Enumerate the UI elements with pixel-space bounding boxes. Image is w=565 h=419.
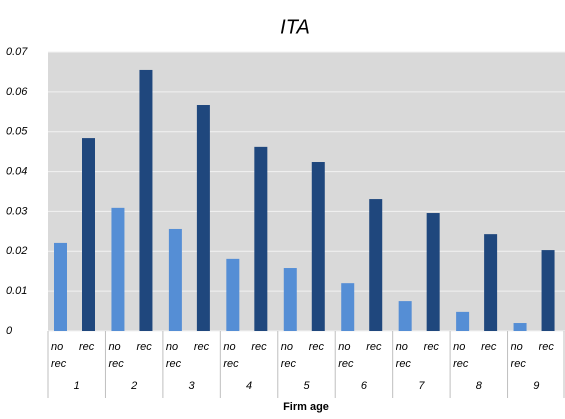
bar-sub-label: rec: [308, 341, 325, 353]
x-tick-label: 5: [303, 380, 310, 392]
sub-label-text: rec: [79, 341, 95, 353]
sub-label-text: rec: [193, 341, 210, 353]
sub-label-text: no rec: [280, 341, 297, 370]
bar: [168, 228, 182, 331]
y-tick-label: 0: [6, 325, 13, 337]
chart-title: ITA: [280, 16, 310, 38]
x-tick-label: 2: [130, 380, 137, 392]
x-tick-label: 7: [418, 380, 425, 392]
bar: [426, 213, 440, 331]
bar: [369, 199, 383, 331]
x-tick-label: 3: [189, 380, 196, 392]
sub-label-text: no rec: [510, 341, 526, 370]
sub-label-text: rec: [423, 341, 439, 353]
bar-sub-label: rec: [136, 341, 152, 353]
x-tick-label: 9: [533, 380, 539, 392]
y-tick-label: 0.02: [6, 245, 27, 257]
bar-sub-label: no rec: [338, 341, 354, 370]
bar: [398, 301, 412, 331]
y-tick-label: 0.01: [6, 285, 27, 297]
bar-sub-label: rec: [423, 341, 439, 353]
bar: [541, 250, 555, 331]
x-tick-label: 6: [361, 380, 368, 392]
bar-sub-label: no rec: [223, 341, 239, 370]
y-tick-label: 0.07: [6, 46, 28, 58]
sub-label-text: rec: [366, 341, 382, 353]
bar-sub-label: no rec: [395, 341, 411, 370]
x-axis-label: Firm age: [283, 401, 329, 413]
sub-label-text: rec: [308, 341, 325, 353]
bar: [456, 311, 470, 331]
sub-label-text: no rec: [165, 341, 182, 370]
bar-sub-label: rec: [79, 341, 95, 353]
sub-label-text: no rec: [453, 341, 469, 370]
bar-sub-label: no rec: [108, 341, 124, 370]
sub-label-text: rec: [481, 341, 497, 353]
sub-label-text: no rec: [223, 341, 239, 370]
bar-sub-label: no rec: [453, 341, 469, 370]
bar-sub-label: rec: [538, 341, 554, 353]
bar-sub-label: rec: [481, 341, 497, 353]
bar: [513, 323, 527, 331]
bar: [111, 207, 125, 331]
bar: [54, 242, 67, 331]
bar: [82, 138, 95, 331]
bar-sub-label: rec: [251, 341, 267, 353]
bar: [484, 234, 498, 331]
bar: [196, 105, 210, 331]
sub-label-text: rec: [538, 341, 554, 353]
bar-sub-label: no rec: [51, 341, 67, 370]
bar-sub-label: no rec: [510, 341, 526, 370]
x-tick-label: 1: [74, 380, 80, 392]
bar: [139, 69, 153, 331]
sub-label-text: no rec: [108, 341, 124, 370]
plot-area: [48, 52, 565, 331]
bar-sub-label: rec: [193, 341, 210, 353]
y-tick-label: 0.04: [6, 165, 27, 177]
bar: [226, 258, 240, 331]
sub-label-text: no rec: [395, 341, 411, 370]
bar: [311, 162, 325, 331]
bar: [341, 283, 355, 331]
sub-label-text: rec: [136, 341, 152, 353]
y-tick-label: 0.06: [6, 86, 28, 98]
bar: [254, 146, 268, 331]
bar-sub-label: rec: [366, 341, 382, 353]
x-tick-label: 4: [246, 380, 252, 392]
x-tick-label: 8: [476, 380, 483, 392]
bar: [283, 268, 297, 331]
y-tick-label: 0.03: [6, 205, 28, 217]
sub-label-text: rec: [251, 341, 267, 353]
sub-label-text: no rec: [51, 341, 67, 370]
bar-sub-label: no rec: [280, 341, 297, 370]
sub-label-text: no rec: [338, 341, 354, 370]
bar-sub-label: no rec: [165, 341, 182, 370]
y-tick-label: 0.05: [6, 126, 28, 138]
